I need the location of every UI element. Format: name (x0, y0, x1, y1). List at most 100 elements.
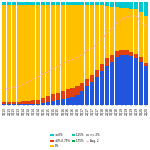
Bar (134, 58, 138, 105)
Bar (80, 90, 84, 105)
Bar (115, 2, 119, 7)
Bar (12, 2, 16, 5)
Bar (2, 5, 6, 102)
Bar (16, 104, 21, 105)
Bar (139, 61, 143, 105)
Bar (21, 5, 26, 101)
Bar (41, 5, 45, 98)
Bar (61, 99, 65, 105)
Bar (119, 2, 124, 8)
Bar (31, 2, 35, 5)
Bar (56, 93, 60, 100)
Bar (2, 2, 6, 5)
Bar (36, 5, 40, 100)
Bar (124, 2, 129, 8)
Bar (66, 5, 70, 89)
Bar (12, 102, 16, 104)
Bar (85, 5, 89, 79)
Bar (36, 2, 40, 5)
Bar (16, 5, 21, 102)
Bar (95, 77, 99, 105)
Bar (70, 97, 75, 105)
Bar (85, 86, 89, 105)
Bar (90, 2, 94, 5)
Bar (12, 104, 16, 105)
Bar (7, 5, 11, 102)
Bar (80, 83, 84, 90)
Bar (129, 52, 134, 56)
Bar (115, 51, 119, 57)
Bar (66, 89, 70, 98)
Bar (124, 8, 129, 50)
Bar (16, 2, 21, 5)
Bar (129, 2, 134, 9)
Bar (21, 104, 26, 105)
Bar (7, 102, 11, 104)
Bar (41, 103, 45, 105)
Bar (31, 100, 35, 104)
Bar (139, 2, 143, 12)
Bar (7, 2, 11, 5)
Bar (46, 96, 50, 102)
Bar (31, 104, 35, 105)
Bar (115, 57, 119, 105)
Bar (95, 2, 99, 5)
Bar (75, 86, 80, 95)
Bar (75, 5, 80, 86)
Bar (95, 5, 99, 70)
Bar (46, 102, 50, 105)
Bar (124, 50, 129, 55)
Bar (7, 104, 11, 105)
Bar (26, 101, 31, 104)
Bar (90, 75, 94, 82)
Bar (144, 2, 148, 16)
Bar (105, 6, 109, 58)
Bar (80, 2, 84, 5)
Bar (75, 95, 80, 105)
Bar (100, 71, 104, 105)
Bar (26, 5, 31, 101)
Bar (105, 66, 109, 105)
Bar (56, 5, 60, 93)
Bar (75, 2, 80, 5)
Bar (16, 102, 21, 104)
Bar (105, 58, 109, 66)
Bar (115, 7, 119, 51)
Bar (134, 54, 138, 58)
Bar (56, 2, 60, 5)
Bar (51, 5, 55, 94)
Bar (61, 2, 65, 5)
Bar (110, 7, 114, 55)
Bar (36, 104, 40, 105)
Bar (66, 98, 70, 105)
Bar (41, 2, 45, 5)
Bar (26, 2, 31, 5)
Bar (129, 9, 134, 52)
Bar (36, 100, 40, 104)
Legend: <=0%, >0%-0.75%, 1%, 1.25%, 1.75%, >= 2%, Avg. 2: <=0%, >0%-0.75%, 1%, 1.25%, 1.75%, >= 2%… (49, 132, 101, 149)
Bar (95, 70, 99, 77)
Bar (70, 88, 75, 97)
Bar (129, 56, 134, 105)
Bar (56, 100, 60, 105)
Bar (119, 8, 124, 50)
Bar (2, 104, 6, 105)
Bar (2, 102, 6, 104)
Bar (21, 2, 26, 5)
Bar (61, 90, 65, 99)
Bar (119, 50, 124, 55)
Bar (70, 5, 75, 88)
Bar (144, 66, 148, 105)
Bar (110, 55, 114, 62)
Bar (144, 16, 148, 63)
Bar (12, 5, 16, 102)
Bar (85, 2, 89, 5)
Bar (80, 5, 84, 83)
Bar (144, 63, 148, 66)
Bar (46, 5, 50, 96)
Bar (51, 2, 55, 5)
Bar (100, 2, 104, 5)
Bar (31, 5, 35, 100)
Bar (119, 55, 124, 105)
Bar (110, 2, 114, 7)
